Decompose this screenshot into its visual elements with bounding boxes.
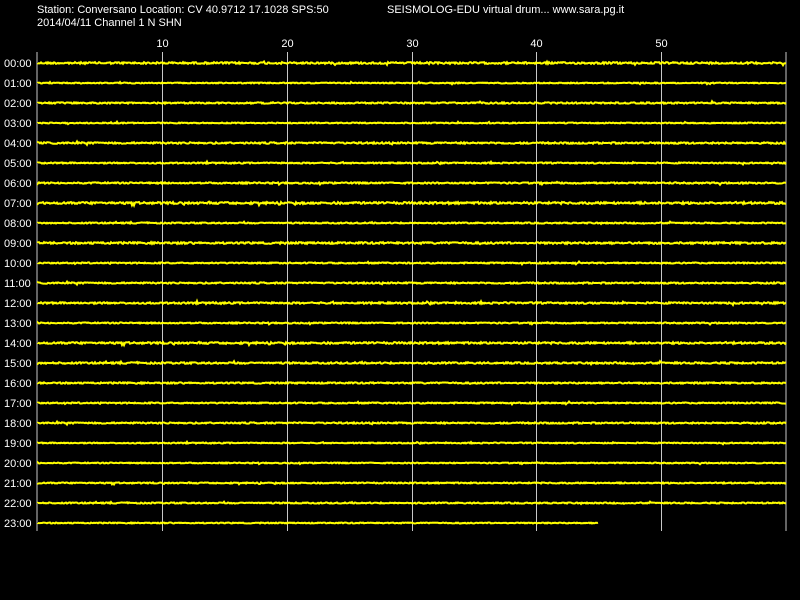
trace-00:00 [37, 59, 787, 68]
trace-12:00 [37, 298, 787, 307]
trace-11:00 [37, 279, 787, 287]
row-label-15:00: 15:00 [4, 358, 32, 370]
x-tick-label-40: 40 [530, 38, 542, 50]
row-label-13:00: 13:00 [4, 318, 32, 330]
trace-01:00 [37, 80, 787, 86]
row-label-00:00: 00:00 [4, 58, 32, 70]
trace-19:00 [37, 439, 787, 446]
row-label-12:00: 12:00 [4, 298, 32, 310]
trace-10:00 [37, 259, 787, 267]
trace-22:00 [37, 500, 787, 506]
trace-06:00 [37, 180, 787, 187]
row-label-06:00: 06:00 [4, 178, 32, 190]
row-label-14:00: 14:00 [4, 338, 32, 350]
row-label-05:00: 05:00 [4, 158, 32, 170]
row-label-16:00: 16:00 [4, 378, 32, 390]
row-label-03:00: 03:00 [4, 118, 32, 130]
trace-13:00 [37, 320, 787, 326]
trace-16:00 [37, 380, 787, 386]
row-label-01:00: 01:00 [4, 78, 32, 90]
trace-23:00 [37, 521, 599, 525]
row-label-20:00: 20:00 [4, 458, 32, 470]
row-label-07:00: 07:00 [4, 198, 32, 210]
trace-21:00 [37, 480, 787, 487]
x-tick-label-20: 20 [281, 38, 293, 50]
trace-04:00 [37, 139, 787, 147]
trace-15:00 [37, 359, 787, 367]
date-channel-info: 2014/04/11 Channel 1 N SHN [37, 17, 182, 29]
row-label-22:00: 22:00 [4, 498, 32, 510]
row-label-08:00: 08:00 [4, 218, 32, 230]
row-label-04:00: 04:00 [4, 138, 32, 150]
trace-03:00 [37, 119, 787, 126]
trace-08:00 [37, 220, 787, 226]
row-label-21:00: 21:00 [4, 478, 32, 490]
trace-07:00 [37, 199, 787, 208]
trace-20:00 [37, 460, 787, 466]
trace-17:00 [37, 399, 787, 407]
x-tick-label-30: 30 [406, 38, 418, 50]
row-label-23:00: 23:00 [4, 518, 32, 530]
row-label-19:00: 19:00 [4, 438, 32, 450]
x-tick-label-50: 50 [655, 38, 667, 50]
row-label-02:00: 02:00 [4, 98, 32, 110]
row-label-18:00: 18:00 [4, 418, 32, 430]
program-title: SEISMOLOG-EDU virtual drum... www.sara.p… [387, 4, 625, 16]
x-tick-label-10: 10 [156, 38, 168, 50]
row-label-10:00: 10:00 [4, 258, 32, 270]
trace-14:00 [37, 340, 787, 348]
trace-05:00 [37, 159, 787, 167]
trace-09:00 [37, 240, 787, 246]
row-label-11:00: 11:00 [4, 278, 31, 290]
trace-18:00 [37, 419, 787, 427]
trace-02:00 [37, 99, 787, 106]
row-label-17:00: 17:00 [4, 398, 32, 410]
row-label-09:00: 09:00 [4, 238, 32, 250]
station-info: Station: Conversano Location: CV 40.9712… [37, 4, 329, 16]
